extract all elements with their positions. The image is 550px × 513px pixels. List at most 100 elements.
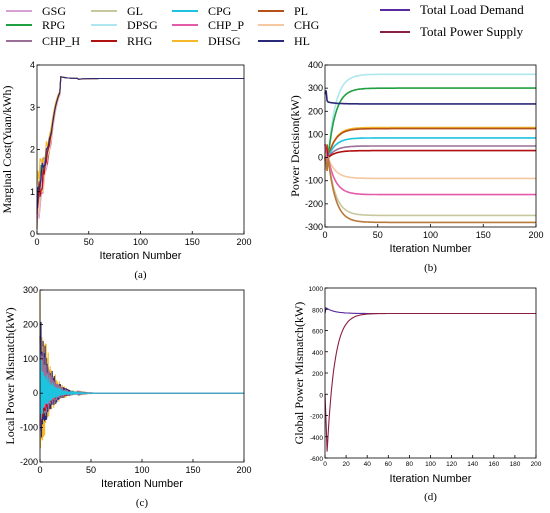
y-tick-label: 1 — [30, 187, 35, 197]
legend-item-chg: CHG — [258, 17, 319, 33]
series-line-cpg — [39, 353, 244, 418]
legend-item-rhg: RHG — [91, 33, 152, 49]
series-line-dhsg — [36, 75, 244, 186]
legend-item-pl: PL — [258, 3, 308, 19]
legend-label: RPG — [42, 17, 66, 32]
series-group — [36, 75, 244, 229]
x-tick-label: 100 — [133, 237, 148, 247]
series-line-dhsg — [324, 126, 536, 158]
x-tick-label: 40 — [364, 461, 372, 468]
chart-d: 0 20 40 60 80 100 120 140 160 180 200 -600 -400 -200 0… — [292, 286, 542, 503]
legend-label: DPSG — [127, 17, 158, 32]
legend-label: PL — [294, 3, 309, 18]
series-line-pl — [324, 127, 536, 170]
legend-swatch — [258, 40, 284, 42]
x-tick-label: 150 — [185, 237, 200, 247]
y-tick-label: -100 — [305, 176, 323, 186]
series-line-dpsg — [324, 73, 536, 159]
legend-swatch — [258, 10, 284, 12]
series-line-rhg — [39, 371, 244, 426]
series-line-cpg — [36, 75, 244, 204]
y-tick-label: 200 — [23, 319, 38, 329]
x-tick-label: 0 — [37, 465, 42, 475]
figure-caption: (c) — [136, 497, 149, 509]
legend-item-cpg: CPG — [172, 3, 231, 19]
y-tick-label: 400 — [308, 60, 323, 70]
y-axis-label: Power Decision(kW) — [288, 95, 302, 197]
series-group — [324, 73, 536, 224]
legend-label: GSG — [42, 3, 67, 18]
series-line-chg — [36, 75, 244, 215]
legend-label: HL — [294, 33, 310, 48]
y-tick-label: 2 — [30, 145, 35, 155]
y-tick-label: 0 — [33, 388, 38, 398]
series-line-chp-h — [39, 338, 244, 430]
y-tick-label: -600 — [310, 456, 323, 463]
legend-label: CHP_H — [42, 33, 81, 48]
x-axis-label: Iteration Number — [390, 473, 472, 485]
chart-b: 0 50 100 150 200 -300 -200 -100 0 100 200 300 400 Ite… — [288, 60, 544, 274]
legend-swatch — [172, 24, 198, 26]
legend-swatch — [258, 24, 284, 26]
legend-label: GL — [127, 3, 143, 18]
series-line-dhsg — [39, 291, 244, 449]
series-line-hl — [324, 90, 536, 105]
series-line-hl — [36, 75, 244, 214]
legend-label: CPG — [208, 3, 232, 18]
y-tick-label: 0 — [30, 229, 35, 239]
x-tick-label: 50 — [373, 230, 383, 240]
figure-caption: (b) — [424, 262, 437, 274]
x-tick-label: 200 — [236, 465, 251, 475]
series-line-pl — [36, 75, 244, 229]
y-tick-label: 0 — [319, 392, 323, 399]
legend-swatch — [172, 10, 198, 12]
legend-label: CHP_P — [208, 17, 245, 32]
figure-caption: (a) — [134, 269, 147, 281]
legend-label: CHG — [294, 17, 320, 32]
legend-item-rpg: RPG — [6, 17, 65, 33]
y-tick-label: 100 — [308, 129, 323, 139]
series-line-total-load-demand — [324, 307, 536, 315]
legend-swatch — [6, 10, 32, 12]
legend-item-total-power-supply: Total Power Supply — [380, 24, 523, 40]
y-tick-label: 100 — [23, 354, 38, 364]
y-tick-label: -200 — [305, 199, 323, 209]
legend-swatch — [91, 10, 117, 12]
y-tick-label: 200 — [308, 106, 323, 116]
x-tick-label: 200 — [528, 230, 543, 240]
legend-item-dhsg: DHSG — [172, 33, 241, 49]
legend-item-gsg: GSG — [6, 3, 66, 19]
y-tick-label: 300 — [23, 285, 38, 295]
y-tick-label: 400 — [312, 350, 323, 357]
x-tick-label: 20 — [342, 461, 350, 468]
x-tick-label: 200 — [531, 461, 542, 468]
legend-item-gl: GL — [91, 3, 143, 19]
x-tick-label: 200 — [236, 237, 251, 247]
series-line-hl — [39, 321, 244, 438]
y-axis-label: Local Power Mismatch(kW) — [3, 307, 17, 444]
y-tick-label: -300 — [305, 222, 323, 232]
legend-swatch — [6, 24, 32, 26]
x-tick-label: 80 — [406, 461, 414, 468]
series-line-rpg — [36, 75, 244, 214]
series-line-cpg — [324, 137, 536, 161]
legend-swatch — [91, 24, 117, 26]
legend-label: DHSG — [208, 33, 241, 48]
y-tick-label: 1000 — [309, 286, 324, 293]
plot-frame — [36, 64, 245, 235]
series-line-rhg — [36, 75, 244, 211]
x-tick-label: 0 — [322, 230, 327, 240]
legend-item-chp-h: CHP_H — [6, 33, 80, 49]
y-tick-label: 4 — [30, 60, 35, 70]
x-tick-label: 100 — [423, 230, 438, 240]
legend: GSG GL CPG PL RPG DPSG CHP_P CHG CHP_H RHG DHSG HL T… — [0, 0, 550, 52]
y-tick-label: 3 — [30, 102, 35, 112]
y-tick-label: -200 — [20, 457, 38, 467]
chart-a: 0 50 100 150 200 0 1 2 3 4 Iteration Number Margina… — [0, 60, 252, 281]
x-tick-label: 50 — [86, 465, 96, 475]
series-group — [39, 291, 244, 449]
legend-label: RHG — [127, 33, 153, 48]
legend-label: Total Power Supply — [420, 24, 524, 39]
series-line-gl — [324, 152, 536, 217]
